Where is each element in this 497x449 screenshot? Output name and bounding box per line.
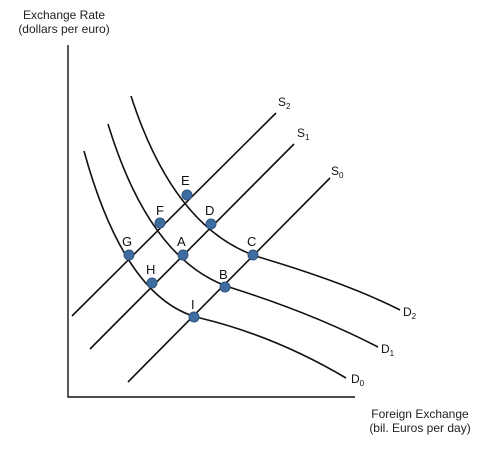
label-d1: D1 [381, 342, 395, 358]
point-b-label: B [219, 267, 228, 282]
point-c-label: C [247, 234, 256, 249]
y-axis-title-line2: (dollars per euro) [18, 22, 110, 36]
label-d0: D0 [351, 372, 365, 388]
point-a-label: A [177, 234, 186, 249]
x-axis-title-line1: Foreign Exchange [371, 407, 469, 421]
point-f-dot [154, 217, 166, 229]
point-h-label: H [146, 262, 155, 277]
axes-lines [67, 45, 355, 398]
point-i-label: I [191, 297, 195, 312]
point-b-dot [219, 281, 231, 293]
label-d2: D2 [403, 305, 417, 321]
point-c-dot [247, 249, 259, 261]
x-axis-title-line2: (bil. Euros per day) [369, 421, 471, 435]
label-s1: S1 [297, 126, 310, 142]
point-e-dot [181, 189, 193, 201]
point-f-label: F [156, 203, 164, 218]
label-s0: S0 [331, 164, 344, 180]
point-e-label: E [181, 173, 190, 188]
demand-curve-d2 [130, 95, 401, 311]
point-h-dot [146, 277, 158, 289]
y-axis-title-line1: Exchange Rate [22, 8, 106, 22]
demand-curve-d0 [83, 150, 347, 379]
point-a-dot [177, 249, 189, 261]
supply-curve-s1 [89, 143, 295, 350]
point-i-dot [188, 311, 200, 323]
supply-curve-s2 [71, 112, 277, 317]
point-g-label: G [122, 234, 132, 249]
x-axis-title: Foreign Exchange (bil. Euros per day) [345, 407, 495, 435]
demand-curve-d1 [107, 123, 379, 348]
y-axis-title: Exchange Rate (dollars per euro) [4, 8, 124, 36]
supply-curve-s0 [127, 177, 331, 383]
point-d-dot [205, 218, 217, 230]
point-d-label: D [205, 203, 214, 218]
point-g-dot [123, 249, 135, 261]
label-s2: S2 [278, 95, 291, 111]
